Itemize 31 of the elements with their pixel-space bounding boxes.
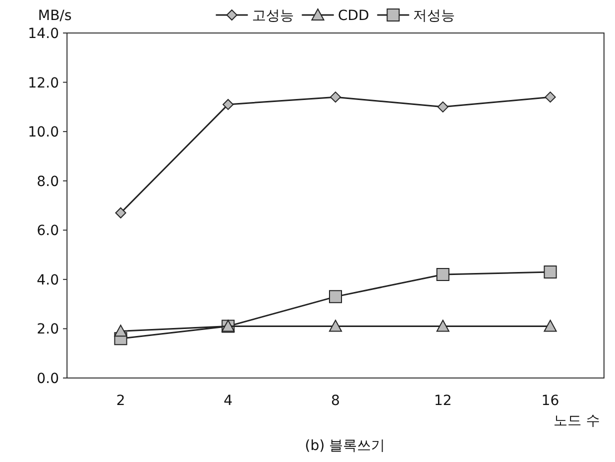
x-tick-label: 4 xyxy=(224,393,233,409)
point xyxy=(222,98,234,110)
point xyxy=(436,320,450,332)
point xyxy=(436,268,450,281)
x-tick-label: 2 xyxy=(116,393,126,409)
y-tick-label: 14.0 xyxy=(28,26,59,42)
y-tick-label: 4.0 xyxy=(36,272,59,288)
text: (b) 블록쓰기 xyxy=(304,438,386,454)
point xyxy=(544,92,556,103)
y-tick-label: 10.0 xyxy=(28,124,59,141)
point xyxy=(437,101,448,112)
point xyxy=(544,320,557,332)
point xyxy=(544,266,557,279)
point xyxy=(329,320,342,332)
y-tick-label: 12.0 xyxy=(28,75,59,92)
x-axis-title: 노드 수 xyxy=(554,413,600,429)
legend-label: CDD xyxy=(338,8,370,24)
y-tick-label: 6.0 xyxy=(36,223,59,240)
y-axis-title: MB/s xyxy=(38,8,72,24)
y-tick-label: 8.0 xyxy=(36,174,59,190)
point xyxy=(114,324,128,337)
y-tick-label: 2.0 xyxy=(36,322,59,338)
legend-label: 고성능 xyxy=(252,8,294,24)
legend-label: 저성능 xyxy=(413,8,456,24)
x-tick-label: 8 xyxy=(331,393,340,409)
x-tick-label: 12 xyxy=(434,393,452,409)
x-tick-label: 16 xyxy=(541,393,560,409)
y-tick-label: 0.0 xyxy=(36,371,59,387)
point xyxy=(329,290,342,304)
point xyxy=(330,92,341,103)
point xyxy=(115,207,126,218)
